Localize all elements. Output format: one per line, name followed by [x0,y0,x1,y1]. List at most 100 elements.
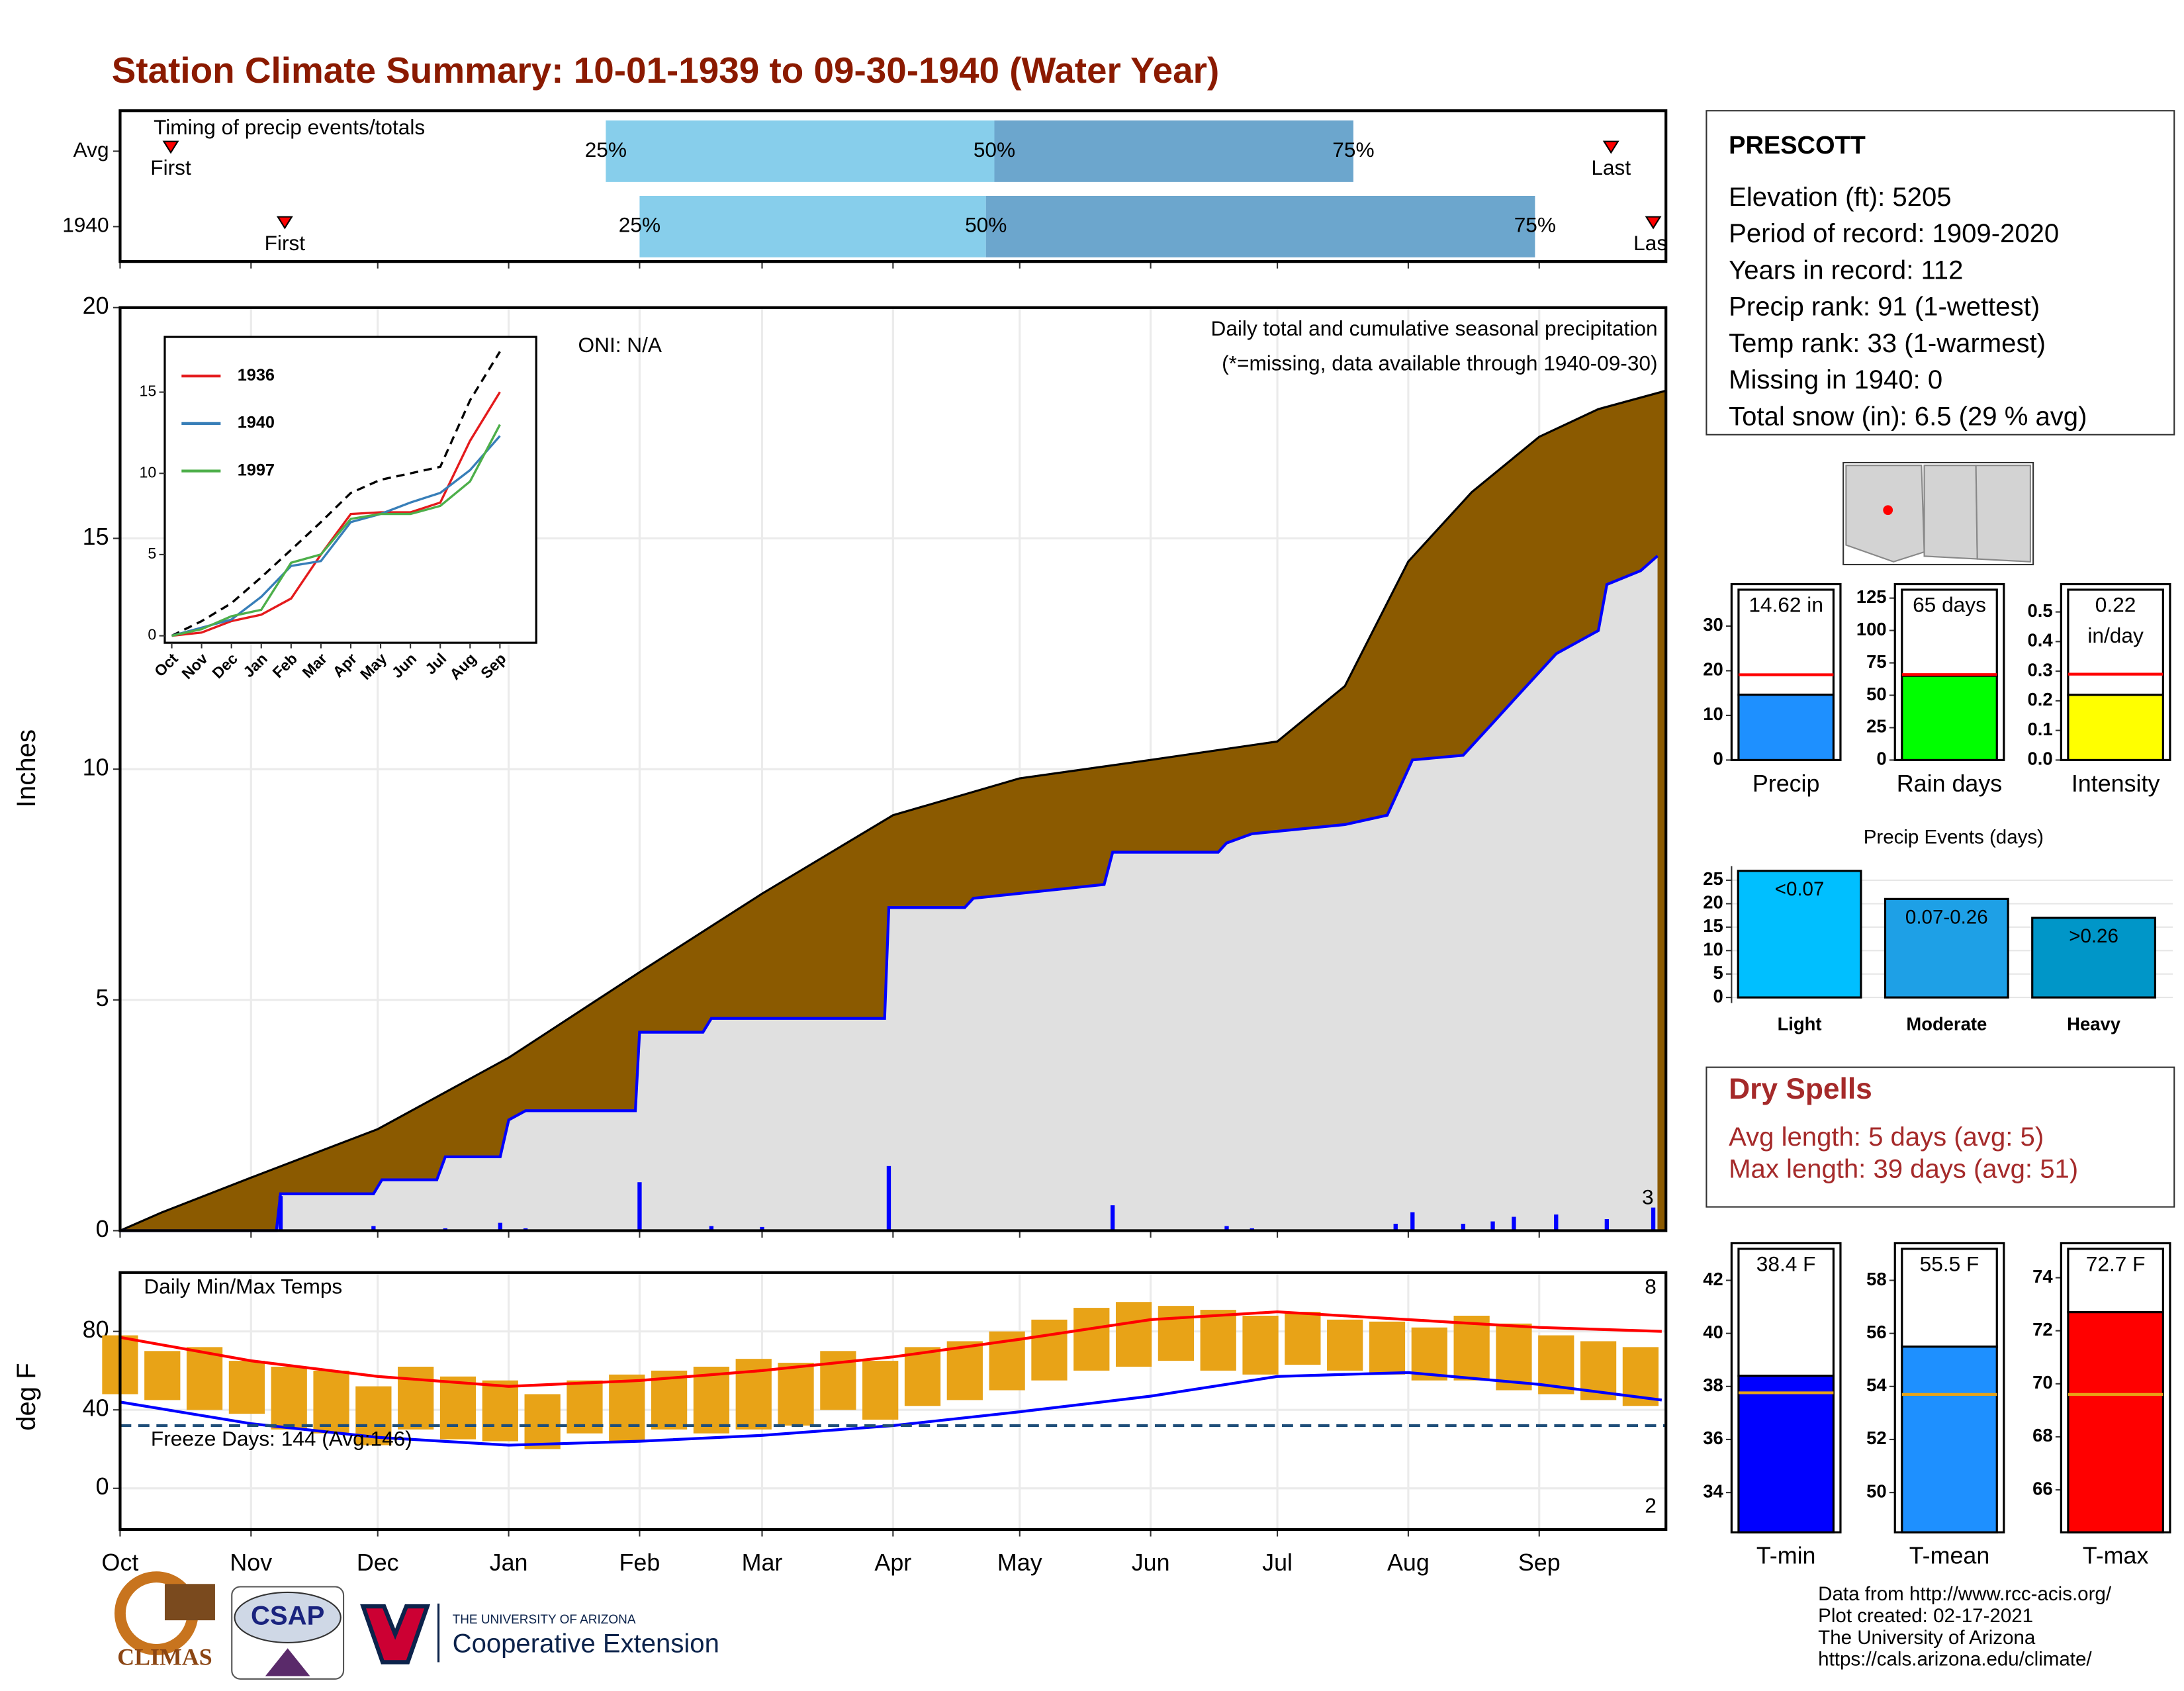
temp-range-bar [186,1347,223,1410]
daily-bar [1461,1224,1466,1231]
x-tick-label: T-max [2083,1543,2149,1569]
value-box [1737,1248,1835,1377]
value-label: 38.4 F [1756,1253,1816,1277]
quartile-label: 50% [965,213,1007,237]
bar [2067,1311,2164,1533]
dry-spells-title: Dry Spells [1729,1073,1872,1105]
bar [1901,1346,1998,1533]
y-tick-label: 0 [1713,749,1723,769]
y-tick-label: 0.5 [2028,600,2053,621]
credit-line: Plot created: 02-17-2021 [1818,1605,2033,1627]
y-tick-label: 5 [1713,962,1723,983]
daily-bar [371,1226,376,1231]
event-label: First [150,156,191,179]
inset-panel [163,336,537,644]
page-title: Station Climate Summary: 10-01-1939 to 0… [112,50,1219,91]
x-tick-label: Heavy [2067,1014,2121,1034]
temp-range-bar [482,1380,518,1441]
annotation: ONI: N/A [578,333,662,357]
x-tick-label: Precip [1752,770,1820,797]
y-tick-label: 30 [1703,614,1723,635]
cumulative-line [120,555,1659,1232]
temp-range-bar [862,1361,899,1420]
frame [118,109,1668,263]
y-tick-label: 10 [83,754,109,781]
value-label-box: 38.4 F [1756,1253,1816,1277]
temp-range-bar [144,1351,181,1400]
value-box [1901,588,1998,677]
temp-range-bar [1031,1319,1068,1381]
temp-range-bar [1115,1302,1152,1367]
station-line: Total snow (in): 6.5 (29 % avg) [1729,402,2087,431]
y-tick-label: 25 [1866,716,1886,737]
y-tick-label: Avg [73,138,109,161]
value-label-box: 65 days [1913,594,1986,617]
value-label: 0.22 in/day [2087,594,2144,649]
y-tick-label: 34 [1703,1481,1723,1501]
event-marker [276,216,293,230]
quartile-bar [994,120,1353,182]
x-tick-label: Nov [230,1549,272,1576]
extreme-count: 3 [1642,1185,1654,1209]
y-tick-label: 0 [1713,985,1723,1006]
record-low-count: 2 [1645,1494,1657,1518]
event-marker [162,140,179,154]
temp-range-bar [820,1351,856,1410]
dry-spells-line: Avg length: 5 days (avg: 5) [1729,1122,2044,1152]
y-tick-label: 0 [96,1216,109,1242]
credit-line: Data from http://www.rcc-acis.org/ [1818,1583,2112,1605]
chart-title: Daily Min/Max Temps [144,1274,342,1298]
temp-range-bar [1411,1327,1447,1381]
x-tick-label: May [997,1549,1042,1576]
daily-bar [498,1222,502,1231]
bar [1737,694,1835,761]
quartile-bar [606,120,995,182]
daily-bar [886,1165,891,1231]
record-high-count: 8 [1645,1274,1657,1298]
y-tick-label: 20 [1703,892,1723,913]
temp-range-bar [904,1347,941,1406]
station-box [1706,110,2175,435]
value-label-box: 55.5 F [1919,1253,1979,1277]
y-tick-label: 1940 [62,213,109,237]
x-tick-label: Sep [1518,1549,1561,1576]
temp-range-bar [1158,1306,1195,1361]
quartile-bar [639,195,986,257]
logo-text: CLIMAS [117,1643,212,1670]
y-tick-label: 52 [1866,1428,1886,1448]
bar-threshold-label: >0.26 [2069,925,2118,947]
value-label-box: 72.7 F [2086,1253,2146,1277]
y-tick-label: 56 [1866,1322,1886,1342]
y-tick-label: 20 [1703,659,1723,680]
y-tick-label: 0 [96,1473,109,1500]
y-tick-label: 0.1 [2028,719,2053,739]
station-line: Period of record: 1909-2020 [1729,219,2059,248]
quartile-label: 25% [585,138,627,161]
temp-range-bar [1242,1315,1279,1375]
series-line [171,424,501,637]
y-axis-title: deg F [12,1363,41,1431]
y-tick-label: 50 [1866,1481,1886,1501]
y-tick-label: 50 [1866,684,1886,704]
temp-range-bar [1496,1323,1532,1391]
y-tick-label: 66 [2032,1478,2052,1498]
daily-bar [1604,1219,1610,1231]
y-tick-label: 15 [140,383,157,400]
logos: CLIMAS CSAP THE UNIVERSITY OF ARIZONA Co… [114,1571,719,1680]
daily-bar [1554,1214,1559,1231]
temp-range-bar [1369,1321,1406,1375]
average-temp-line [120,1310,1662,1388]
daily-bar [1512,1216,1516,1231]
temp-range-bar [228,1361,265,1414]
series-line [171,391,501,637]
event-label: Last [1633,231,1673,255]
logo-text: CSAP [251,1602,324,1631]
value-label: 55.5 F [1919,1253,1979,1277]
bar [1884,897,2009,999]
y-tick-label: 70 [2032,1372,2052,1393]
annotation: Daily total and cumulative seasonal prec… [1210,316,1657,340]
quartile-label: 50% [974,138,1015,161]
y-tick-label: 58 [1866,1269,1886,1289]
